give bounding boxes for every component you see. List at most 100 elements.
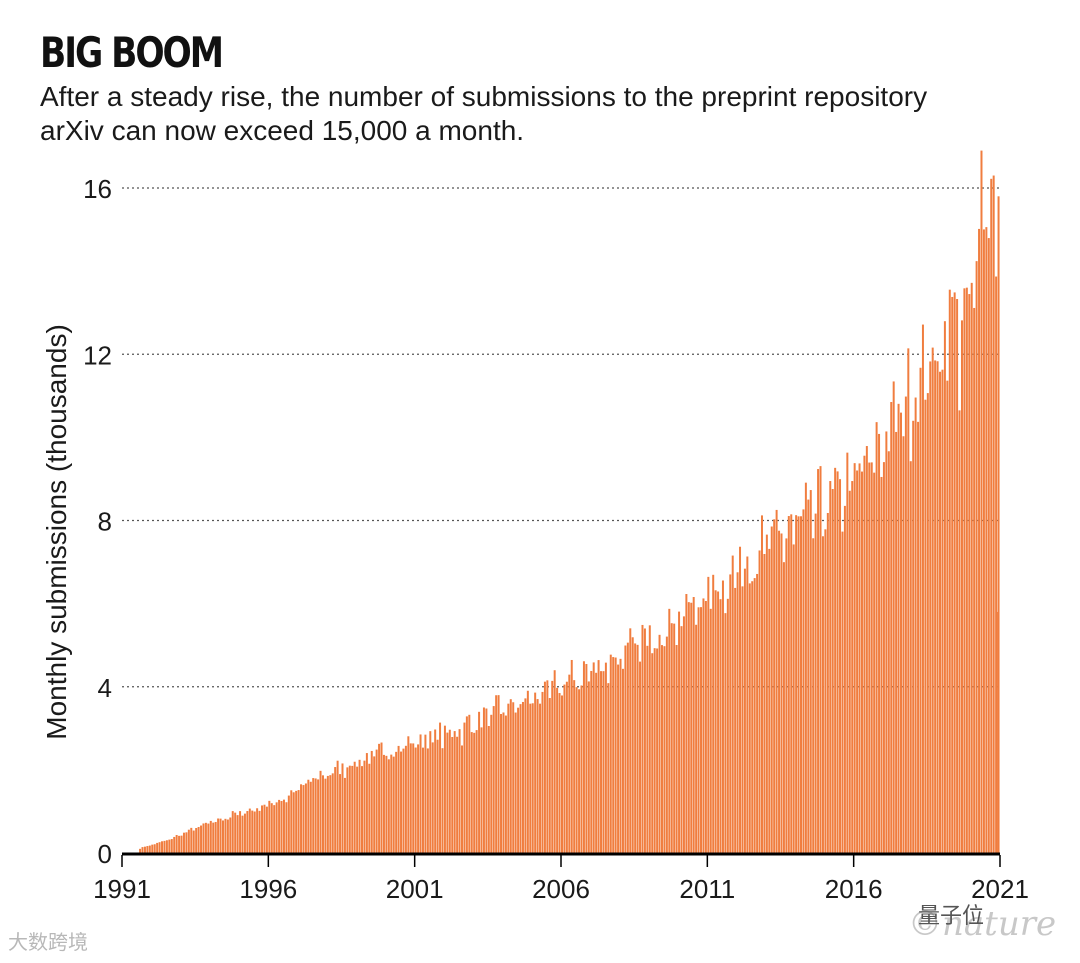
bar — [429, 731, 432, 853]
bar — [441, 748, 444, 853]
bar — [846, 452, 849, 853]
bar — [675, 644, 678, 853]
bar — [934, 360, 937, 853]
bar — [207, 823, 210, 853]
bar — [797, 516, 800, 853]
bar — [858, 463, 861, 853]
bar — [843, 505, 846, 853]
bar — [570, 659, 573, 853]
bar — [646, 645, 649, 853]
bar — [243, 813, 246, 853]
bar — [285, 802, 288, 853]
bar — [446, 732, 449, 853]
bar — [621, 668, 624, 853]
bar — [921, 324, 924, 853]
bar — [790, 514, 793, 853]
bar — [639, 661, 642, 853]
bar — [395, 751, 398, 853]
bar — [975, 261, 978, 853]
bar — [895, 431, 898, 853]
bar — [531, 703, 534, 853]
bar — [826, 512, 829, 853]
bar — [673, 623, 676, 853]
bar — [978, 228, 981, 853]
bar — [992, 175, 995, 853]
bar — [882, 462, 885, 853]
bar — [768, 548, 771, 853]
bar — [524, 698, 527, 853]
bar — [173, 836, 176, 853]
bar — [770, 526, 773, 853]
bar — [182, 832, 185, 853]
bar — [180, 835, 183, 853]
bar — [812, 538, 815, 853]
bar — [156, 842, 159, 853]
bar — [539, 703, 542, 853]
bar — [641, 624, 644, 853]
bar — [336, 760, 339, 853]
bar — [753, 578, 756, 853]
bar — [251, 810, 254, 853]
bar — [595, 672, 598, 853]
bar — [643, 628, 646, 853]
bar — [514, 712, 517, 853]
bar — [802, 509, 805, 853]
bar — [807, 499, 810, 853]
bar — [304, 783, 307, 853]
bar — [719, 599, 722, 853]
bar — [212, 822, 215, 853]
bar — [724, 613, 727, 853]
bar — [397, 745, 400, 853]
bar — [456, 736, 459, 853]
bar — [534, 692, 537, 853]
bar — [317, 779, 320, 853]
bar — [414, 747, 417, 853]
bar — [373, 756, 376, 853]
bar — [290, 790, 293, 853]
bar — [561, 695, 563, 853]
bar — [170, 839, 173, 853]
bar — [341, 763, 344, 853]
bar — [519, 704, 522, 853]
bar — [348, 765, 351, 853]
bar — [758, 550, 761, 853]
bar — [221, 820, 224, 853]
bar — [241, 815, 244, 853]
bar — [495, 695, 498, 853]
bar — [209, 820, 212, 853]
bar — [143, 846, 146, 853]
bar — [890, 402, 893, 853]
bar — [580, 685, 583, 853]
bar — [368, 763, 371, 853]
bar — [404, 745, 407, 853]
bar — [697, 607, 700, 853]
bar — [851, 481, 854, 853]
bar — [295, 790, 298, 853]
bar — [607, 683, 610, 853]
bar — [314, 778, 317, 853]
x-tick-label: 2021 — [971, 874, 1029, 904]
y-axis-label: Monthly submissions (thousands) — [41, 324, 72, 740]
bar — [804, 482, 807, 853]
y-tick-label: 16 — [83, 174, 112, 204]
bar — [434, 729, 437, 853]
bar — [831, 489, 834, 853]
x-tick-label: 2016 — [825, 874, 883, 904]
bar — [760, 515, 763, 853]
bar — [931, 347, 934, 853]
bar — [731, 555, 734, 853]
bar — [239, 811, 242, 853]
bar — [870, 462, 873, 853]
bar — [461, 745, 463, 853]
bar — [941, 369, 944, 853]
bar — [319, 770, 322, 853]
bar — [231, 811, 234, 853]
bar — [721, 580, 724, 853]
bar — [656, 648, 659, 853]
bar — [412, 743, 415, 853]
bar — [521, 701, 524, 853]
y-tick-label: 4 — [98, 673, 112, 703]
bar — [575, 687, 578, 853]
bar — [907, 348, 910, 853]
bar — [600, 671, 603, 853]
